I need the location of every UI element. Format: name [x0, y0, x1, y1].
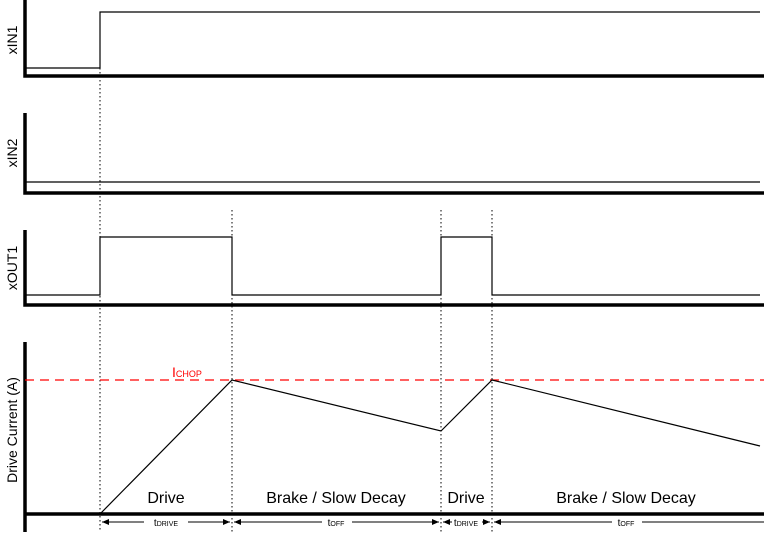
- panel-xin2: xIN2: [4, 113, 764, 195]
- interval-label: tDRIVE: [454, 518, 479, 529]
- current-waveform: [99, 379, 761, 515]
- xin1-waveform: [25, 11, 760, 69]
- ichop-label: ICHOP: [172, 364, 202, 380]
- interval-label: tDRIVE: [154, 518, 179, 529]
- ylabel-xout1: xOUT1: [4, 246, 20, 291]
- ylabel-xin2: xIN2: [4, 138, 20, 167]
- panel-xin1: xIN1: [4, 0, 764, 78]
- interval-label: tOFF: [328, 518, 345, 529]
- panel-xout1: xOUT1: [4, 230, 764, 307]
- phase-label: Drive: [147, 490, 184, 507]
- phase-label: Brake / Slow Decay: [556, 490, 696, 507]
- phase-label: Drive: [447, 490, 484, 507]
- panel-current: ICHOP Drive Current (A) Drive Brake / Sl…: [4, 342, 764, 532]
- ylabel-xin1: xIN1: [4, 25, 20, 54]
- interval-label: tOFF: [618, 518, 635, 529]
- axis: [23, 113, 764, 195]
- axis: [23, 230, 764, 307]
- axis: [23, 0, 764, 78]
- phase-label: Brake / Slow Decay: [266, 490, 406, 507]
- ylabel-current: Drive Current (A): [4, 377, 20, 483]
- xout1-waveform: [25, 236, 760, 296]
